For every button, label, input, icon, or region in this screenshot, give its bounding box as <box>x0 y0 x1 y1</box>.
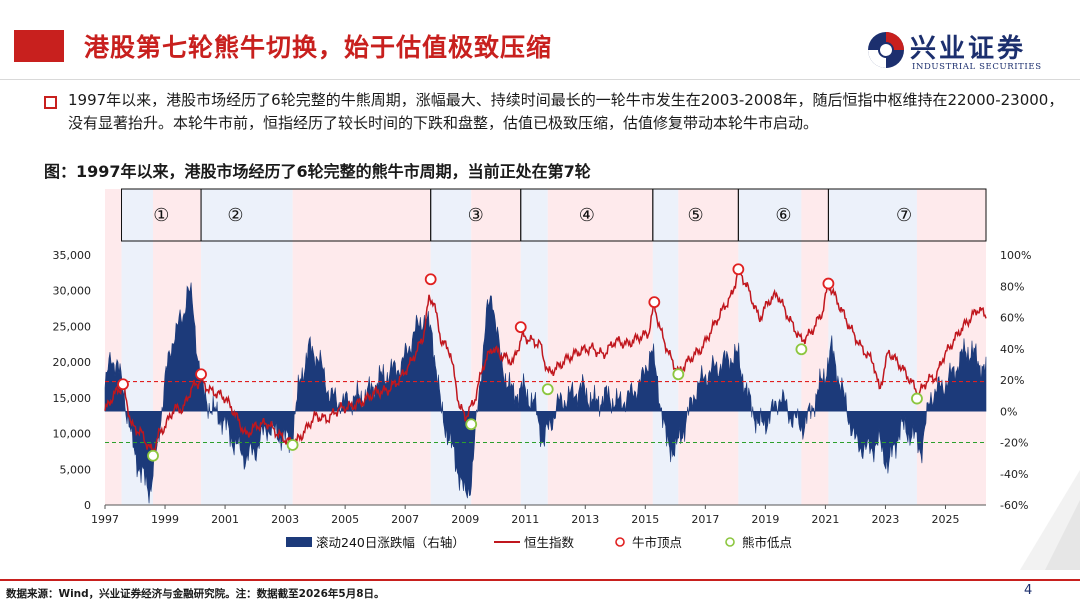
phase-band-bull <box>678 189 739 505</box>
bear-bottom-point <box>465 418 478 431</box>
bullet-square-icon <box>44 96 57 109</box>
bull-top-point <box>822 277 835 290</box>
page-number: 4 <box>1024 583 1033 598</box>
title-accent-bar <box>14 30 64 62</box>
x-tick-label: 2005 <box>331 513 359 526</box>
bull-top-point <box>514 321 527 334</box>
y-left-tick-label: 35,000 <box>53 249 92 262</box>
bear-bottom-point <box>911 392 923 405</box>
cycle-label: ② <box>227 205 243 226</box>
corner-decoration <box>1020 470 1080 570</box>
x-tick-label: 2023 <box>871 513 899 526</box>
y-right-tick-label: 40% <box>1000 343 1024 356</box>
bear-bottom-point <box>147 449 159 462</box>
cycle-label: ③ <box>468 205 484 226</box>
turning-point-markers <box>117 263 923 462</box>
hsi-line-series <box>104 265 987 455</box>
bull-top-point <box>732 263 745 276</box>
legend-swatch-bull-top <box>615 537 625 547</box>
y-right-tick-label: 20% <box>1000 374 1024 387</box>
header-divider <box>0 79 1080 80</box>
y-left-tick-label: 25,000 <box>53 320 92 333</box>
chart-legend: 滚动240日涨跌幅（右轴） 恒生指数 牛市顶点 熊市低点 <box>286 535 792 550</box>
x-tick-label: 2015 <box>631 513 659 526</box>
cycle-label: ⑥ <box>775 205 791 226</box>
phase-band-bear <box>828 189 917 505</box>
y-right-tick-label: 100% <box>1000 249 1031 262</box>
x-tick-label: 2003 <box>271 513 299 526</box>
cycle-label: ⑦ <box>896 205 912 226</box>
phase-band-bear <box>738 189 802 505</box>
y-left-tick-label: 0 <box>84 499 91 512</box>
x-tick-label: 2009 <box>451 513 479 526</box>
y-left-tick-label: 20,000 <box>53 356 92 369</box>
y-right-tick-label: 0% <box>1000 405 1017 418</box>
x-tick-label: 2013 <box>571 513 599 526</box>
hsi-cycle-chart: ① ② ③ ④ ⑤ ⑥ ⑦ 1997 1999 2001 2003 2005 2007 2009 2011… <box>53 188 1032 550</box>
y-right-tick-label: 60% <box>1000 312 1024 325</box>
phase-shading <box>105 189 986 505</box>
rolling-return-area <box>104 282 987 504</box>
x-tick-label: 2001 <box>211 513 239 526</box>
bear-bottom-point <box>286 439 299 451</box>
x-tick-label: 1997 <box>91 513 119 526</box>
page-title: 港股第七轮熊牛切换，始于估值极致压缩 <box>84 33 553 62</box>
legend-swatch-area <box>286 537 312 547</box>
cycle-box <box>827 188 987 242</box>
y-right-tick-label: -40% <box>1000 468 1028 481</box>
axes <box>104 504 986 509</box>
logo-emblem-icon <box>868 32 904 68</box>
y-right-tick-label: 80% <box>1000 280 1024 293</box>
x-tick-label: 2017 <box>691 513 719 526</box>
logo-name: 兴业证券 <box>910 34 1027 64</box>
y-left-tick-label: 30,000 <box>53 285 92 298</box>
y-right-tick-label: -20% <box>1000 437 1028 450</box>
cycle-label-strip: ① ② ③ ④ ⑤ ⑥ ⑦ <box>121 188 987 242</box>
cycle-label: ① <box>153 205 169 226</box>
phase-band-bear <box>201 189 293 505</box>
y-left-tick-label: 15,000 <box>53 392 92 405</box>
phase-band-bull <box>292 189 431 505</box>
bear-bottom-point <box>672 368 685 381</box>
legend-label: 滚动240日涨跌幅（右轴） <box>316 535 465 550</box>
x-tick-label: 2011 <box>511 513 539 526</box>
source-note: 数据来源：Wind，兴业证券经济与金融研究院。注：数据截至2026年5月8日。 <box>6 588 385 600</box>
figure-title: 图：1997年以来，港股市场经历了6轮完整的熊牛市周期，当前正处在第7轮 <box>44 162 591 181</box>
x-tick-label: 2007 <box>391 513 419 526</box>
hsi-line <box>104 265 987 455</box>
tick-labels: 1997 1999 2001 2003 2005 2007 2009 2011 2013 2015… <box>53 249 1032 526</box>
bull-top-point <box>648 296 661 309</box>
bull-top-point <box>195 368 207 381</box>
phase-band-bull <box>105 189 122 505</box>
logo-english-name: INDUSTRIAL SECURITIES <box>912 62 1042 72</box>
x-tick-label: 2025 <box>931 513 959 526</box>
y-left-tick-label: 5,000 <box>60 463 92 476</box>
legend-label: 恒生指数 <box>524 535 575 550</box>
phase-band-bull <box>547 189 653 505</box>
y-right-tick-label: -60% <box>1000 499 1028 512</box>
x-tick-label: 1999 <box>151 513 179 526</box>
legend-label: 牛市顶点 <box>632 535 682 550</box>
legend-label: 熊市低点 <box>742 535 792 550</box>
footer-rule <box>0 579 1080 581</box>
rolling-return-fill <box>104 282 987 504</box>
x-tick-label: 2019 <box>751 513 779 526</box>
summary-text: 1997年以来，港股市场经历了6轮完整的牛熊周期，涨幅最大、持续时间最长的一轮牛… <box>68 91 1064 132</box>
bear-bottom-point <box>795 343 808 356</box>
bull-top-point <box>117 378 129 391</box>
legend-swatch-bear-bottom <box>725 537 735 547</box>
y-left-tick-label: 10,000 <box>53 428 92 441</box>
x-tick-label: 2021 <box>811 513 839 526</box>
bull-top-point <box>424 273 437 286</box>
cycle-label: ④ <box>579 205 595 226</box>
company-logo: 兴业证券 INDUSTRIAL SECURITIES <box>866 28 1056 74</box>
cycle-label: ⑤ <box>688 205 704 226</box>
bear-bottom-point <box>541 383 554 396</box>
